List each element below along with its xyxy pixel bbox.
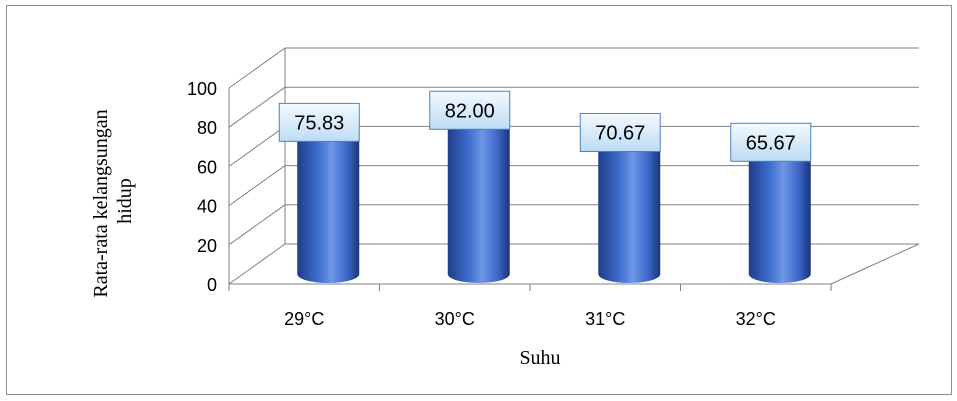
data-label: 75.83	[278, 102, 360, 142]
bar-body	[297, 129, 360, 283]
y-tick-label: 60	[197, 157, 217, 177]
data-label-text: 82.00	[445, 100, 495, 122]
y-axis-title-line-2: hidup	[114, 178, 136, 224]
x-tick-label: 31°C	[585, 309, 625, 329]
data-label: 65.67	[730, 122, 812, 162]
x-axis-title: Suhu	[519, 347, 560, 369]
bar-30°C	[447, 108, 510, 283]
tick-labels: 0 20 40 60 80 100 29°C 30°C 31°C 32°C	[187, 79, 776, 329]
data-label: 82.00	[429, 90, 511, 130]
bar-31°C	[598, 130, 661, 283]
side-gridline	[228, 165, 286, 207]
bar-body	[447, 117, 510, 283]
data-labels: 75.83 82.00 70.67 65.67	[278, 90, 812, 162]
bar-body	[598, 139, 661, 283]
y-tick-label: 40	[197, 197, 217, 217]
y-tick-label: 80	[197, 118, 217, 138]
cylinder-bar-chart: 75.83 82.00 70.67 65.67 0 20 40 60 80 100 29°C 30°…	[90, 47, 920, 369]
side-gridline	[228, 47, 286, 89]
data-label-text: 65.67	[746, 132, 796, 154]
y-tick-label: 0	[207, 275, 217, 295]
data-label-box	[730, 122, 812, 162]
x-tick-label: 30°C	[435, 309, 475, 329]
side-gridline	[228, 204, 286, 246]
side-gridline	[228, 86, 286, 128]
floor-right-edge	[830, 243, 920, 285]
data-label-box	[278, 102, 360, 142]
chart-frame: 75.83 82.00 70.67 65.67 0 20 40 60 80 100 29°C 30°…	[6, 5, 952, 395]
data-label-text: 70.67	[595, 122, 645, 144]
x-tick-label: 29°C	[284, 309, 324, 329]
side-gridline	[228, 125, 286, 167]
side-gridline	[228, 243, 286, 285]
data-label: 70.67	[579, 112, 661, 152]
data-label-box	[579, 112, 661, 152]
bar-body	[748, 149, 811, 283]
svg-text:Rata-rata kelangsungan: Rata-rata kelangsungan hidup	[90, 104, 136, 297]
y-axis-title: Rata-rata kelangsungan hidup	[90, 104, 136, 297]
bar-29°C	[297, 120, 360, 283]
data-label-text: 75.83	[294, 112, 344, 134]
y-tick-label: 100	[187, 79, 217, 99]
y-tick-label: 20	[197, 236, 217, 256]
data-label-box	[429, 90, 511, 130]
axes	[228, 48, 920, 291]
y-axis-title-line-1: Rata-rata kelangsungan	[90, 109, 112, 297]
x-tick-label: 32°C	[736, 309, 776, 329]
